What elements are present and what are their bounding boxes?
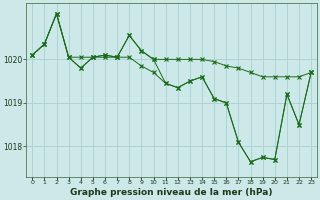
X-axis label: Graphe pression niveau de la mer (hPa): Graphe pression niveau de la mer (hPa) [70,188,273,197]
